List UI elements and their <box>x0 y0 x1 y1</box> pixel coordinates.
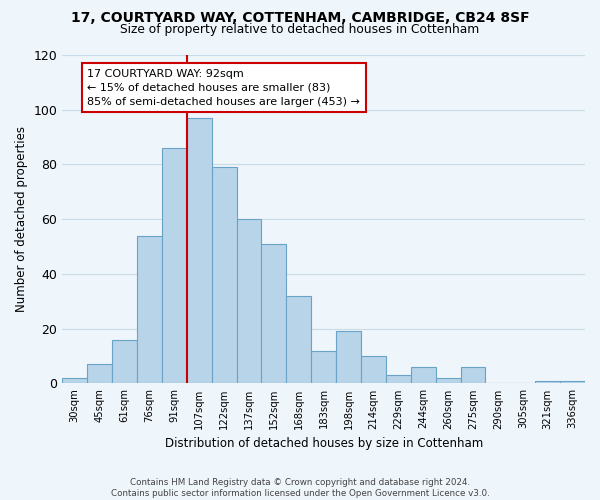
Bar <box>262 244 286 384</box>
Text: 17 COURTYARD WAY: 92sqm
← 15% of detached houses are smaller (83)
85% of semi-de: 17 COURTYARD WAY: 92sqm ← 15% of detache… <box>87 68 360 106</box>
Bar <box>535 380 560 384</box>
Bar <box>386 375 411 384</box>
Text: Contains HM Land Registry data © Crown copyright and database right 2024.
Contai: Contains HM Land Registry data © Crown c… <box>110 478 490 498</box>
Bar <box>212 167 236 384</box>
Bar <box>436 378 461 384</box>
Bar <box>137 236 162 384</box>
Bar <box>87 364 112 384</box>
Bar <box>286 296 311 384</box>
Text: Size of property relative to detached houses in Cottenham: Size of property relative to detached ho… <box>121 24 479 36</box>
Bar <box>411 367 436 384</box>
Bar <box>236 219 262 384</box>
Bar <box>560 380 585 384</box>
Bar <box>62 378 87 384</box>
Bar <box>311 350 336 384</box>
X-axis label: Distribution of detached houses by size in Cottenham: Distribution of detached houses by size … <box>164 437 483 450</box>
Text: 17, COURTYARD WAY, COTTENHAM, CAMBRIDGE, CB24 8SF: 17, COURTYARD WAY, COTTENHAM, CAMBRIDGE,… <box>71 11 529 25</box>
Bar <box>361 356 386 384</box>
Y-axis label: Number of detached properties: Number of detached properties <box>15 126 28 312</box>
Bar <box>461 367 485 384</box>
Bar <box>112 340 137 384</box>
Bar <box>187 118 212 384</box>
Bar <box>162 148 187 384</box>
Bar <box>336 332 361 384</box>
